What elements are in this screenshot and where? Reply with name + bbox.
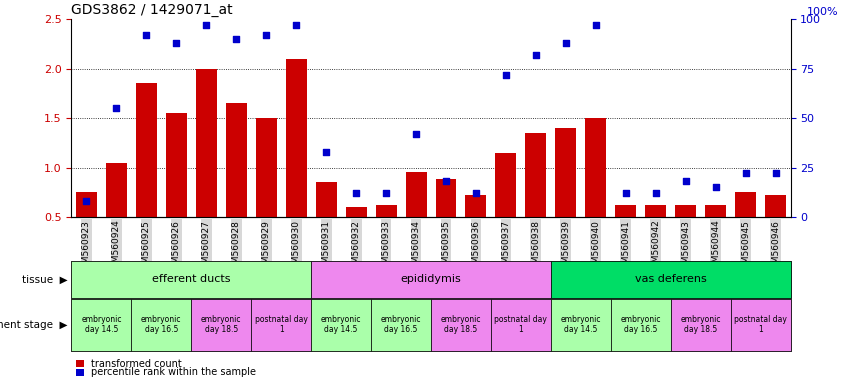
Point <box>649 190 663 196</box>
Text: transformed count: transformed count <box>91 359 182 369</box>
Point <box>469 190 483 196</box>
Bar <box>735 192 756 217</box>
Bar <box>526 133 547 217</box>
Bar <box>256 118 277 217</box>
Text: embryonic
day 16.5: embryonic day 16.5 <box>621 315 661 334</box>
Text: vas deferens: vas deferens <box>635 274 706 285</box>
Point <box>589 22 602 28</box>
Point <box>500 71 513 78</box>
Text: embryonic
day 16.5: embryonic day 16.5 <box>381 315 421 334</box>
Point <box>559 40 573 46</box>
Bar <box>405 172 426 217</box>
Text: efferent ducts: efferent ducts <box>152 274 230 285</box>
Bar <box>376 205 397 217</box>
Bar <box>705 205 726 217</box>
Point <box>410 131 423 137</box>
Bar <box>196 69 217 217</box>
Bar <box>765 195 786 217</box>
Text: embryonic
day 14.5: embryonic day 14.5 <box>82 315 122 334</box>
Point <box>230 36 243 42</box>
Point <box>320 149 333 155</box>
Point <box>260 32 273 38</box>
Bar <box>495 153 516 217</box>
Point <box>80 198 93 204</box>
Bar <box>465 195 486 217</box>
Point <box>109 105 123 111</box>
Point <box>739 170 753 177</box>
Bar <box>286 59 307 217</box>
Text: postnatal day
1: postnatal day 1 <box>255 315 308 334</box>
Bar <box>166 113 187 217</box>
Point <box>529 52 542 58</box>
Text: percentile rank within the sample: percentile rank within the sample <box>91 367 256 377</box>
Text: embryonic
day 14.5: embryonic day 14.5 <box>321 315 362 334</box>
Text: embryonic
day 18.5: embryonic day 18.5 <box>201 315 241 334</box>
Point <box>140 32 153 38</box>
Text: development stage  ▶: development stage ▶ <box>0 319 67 330</box>
Point <box>379 190 393 196</box>
Point <box>709 184 722 190</box>
Bar <box>436 179 457 217</box>
Point <box>619 190 632 196</box>
Point <box>439 178 452 184</box>
Text: embryonic
day 18.5: embryonic day 18.5 <box>441 315 481 334</box>
Bar <box>225 103 246 217</box>
Point <box>349 190 362 196</box>
Text: tissue  ▶: tissue ▶ <box>22 274 67 285</box>
Bar <box>76 192 97 217</box>
Bar <box>136 83 157 217</box>
Point <box>289 22 303 28</box>
Bar <box>675 205 696 217</box>
Text: embryonic
day 18.5: embryonic day 18.5 <box>680 315 721 334</box>
Bar <box>315 182 336 217</box>
Point <box>769 170 782 177</box>
Text: embryonic
day 14.5: embryonic day 14.5 <box>561 315 601 334</box>
Bar <box>585 118 606 217</box>
Point <box>170 40 183 46</box>
Bar <box>555 128 576 217</box>
Text: postnatal day
1: postnatal day 1 <box>495 315 547 334</box>
Point <box>199 22 213 28</box>
Point <box>679 178 692 184</box>
Text: GDS3862 / 1429071_at: GDS3862 / 1429071_at <box>71 3 233 17</box>
Bar <box>346 207 367 217</box>
Text: postnatal day
1: postnatal day 1 <box>734 315 787 334</box>
Y-axis label: 100%: 100% <box>807 7 838 17</box>
Text: embryonic
day 16.5: embryonic day 16.5 <box>141 315 182 334</box>
Text: epididymis: epididymis <box>400 274 462 285</box>
Bar <box>616 205 637 217</box>
Bar <box>645 205 666 217</box>
Bar <box>106 162 127 217</box>
